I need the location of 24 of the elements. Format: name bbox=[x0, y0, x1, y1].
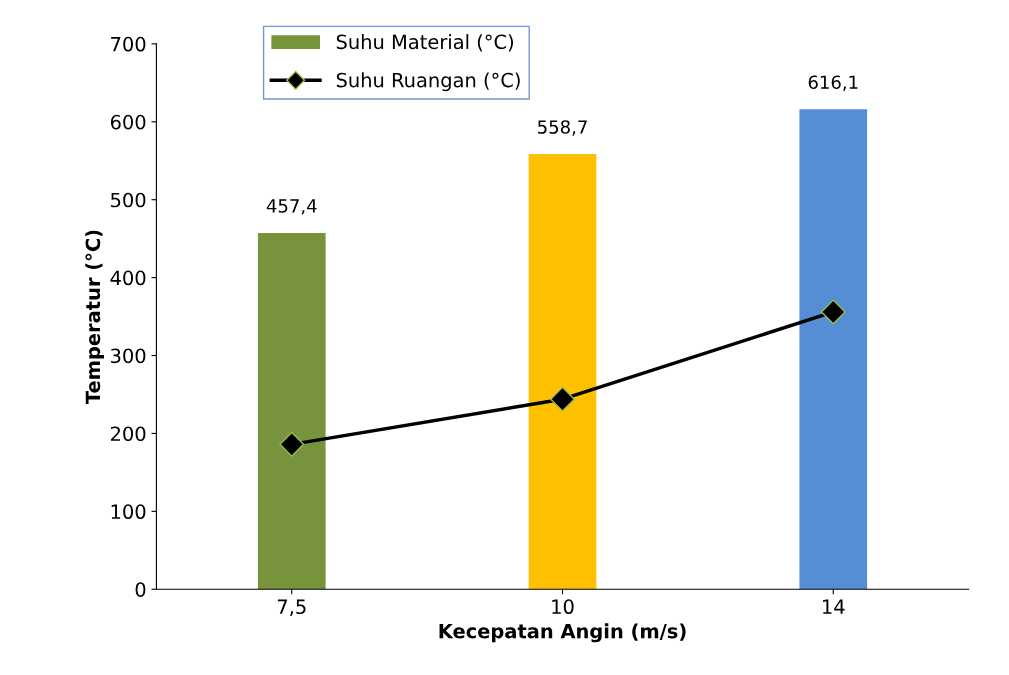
bar bbox=[799, 109, 868, 590]
y-tick-label: 400 bbox=[110, 270, 146, 286]
y-tick-label: 0 bbox=[135, 582, 146, 597]
x-tick-label: 14 bbox=[823, 599, 845, 614]
x-tick-label: 7,5 bbox=[277, 599, 306, 617]
data-label: 558,7 bbox=[538, 120, 587, 136]
data-label: 616,1 bbox=[808, 75, 858, 91]
point bbox=[820, 299, 846, 325]
y-tick-label: 300 bbox=[111, 348, 146, 364]
y-tick-label: 600 bbox=[110, 114, 146, 130]
y-axis-title: Temperatur (°C) bbox=[85, 230, 104, 405]
legend-label: Suhu Ruangan (°C) bbox=[336, 72, 520, 92]
point bbox=[279, 431, 305, 457]
y-tick-label: 700 bbox=[111, 36, 146, 52]
bar bbox=[257, 232, 326, 590]
data-label: 457,4 bbox=[266, 199, 317, 215]
x-axis-title: Kecepatan Angin (m/s) bbox=[439, 623, 686, 643]
point bbox=[550, 386, 575, 412]
legend-label: Suhu Material (°C) bbox=[336, 34, 513, 52]
y-tick-label: 500 bbox=[111, 192, 146, 208]
bar bbox=[528, 153, 597, 590]
x-tick-label: 10 bbox=[552, 599, 574, 615]
y-tick-label: 100 bbox=[111, 504, 146, 520]
y-tick-label: 200 bbox=[110, 426, 146, 442]
